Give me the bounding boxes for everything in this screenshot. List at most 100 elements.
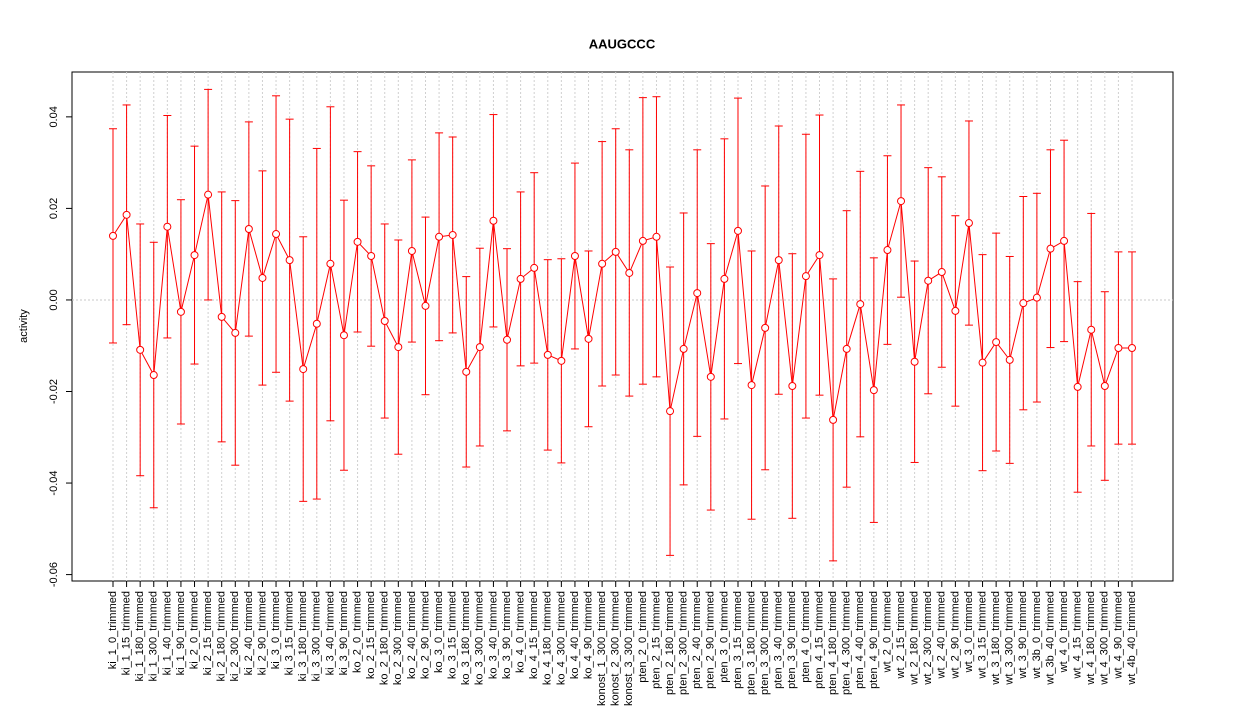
x-tick-label: konost_1_300_trimmed	[596, 591, 608, 706]
point	[435, 232, 444, 241]
x-tick-label: pten_2_180_trimmed	[664, 591, 676, 695]
chart-title: AAUGCCC	[589, 36, 656, 51]
point	[1073, 382, 1082, 391]
x-tick-label: ko_4_15_trimmed	[528, 591, 540, 679]
point	[992, 338, 1001, 347]
x-tick-label: ko_3_15_trimmed	[447, 591, 459, 679]
x-tick-label: wt_4b_40_trimmed	[1126, 591, 1138, 686]
x-tick-label: ko_2_180_trimmed	[379, 591, 391, 685]
point	[1019, 299, 1028, 308]
x-tick-label: ki_1_0_trimmed	[107, 591, 119, 669]
x-tick-label: pten_3_15_trimmed	[732, 591, 744, 689]
x-tick-label: konost_3_300_trimmed	[623, 591, 635, 706]
point	[149, 371, 158, 380]
x-tick-label: pten_4_180_trimmed	[827, 591, 839, 695]
point	[421, 301, 430, 310]
point	[448, 230, 457, 239]
x-tick-label: wt_2_40_trimmed	[936, 591, 948, 679]
point	[747, 381, 756, 390]
point	[272, 230, 281, 239]
x-tick-label: pten_2_15_trimmed	[650, 591, 662, 689]
point	[530, 263, 539, 272]
point	[353, 237, 362, 246]
point	[978, 358, 987, 367]
x-tick-label: ko_3_180_trimmed	[460, 591, 472, 685]
x-tick-label: ki_2_300_trimmed	[229, 591, 241, 682]
x-tick-label: ki_3_15_trimmed	[284, 591, 296, 675]
point	[720, 274, 729, 283]
point	[557, 356, 566, 365]
x-tick-label: ki_2_40_trimmed	[243, 591, 255, 675]
x-tick-label: ko_2_40_trimmed	[406, 591, 418, 679]
x-tick-label: ki_2_0_trimmed	[188, 591, 200, 669]
x-tick-label: wt_2_0_trimmed	[881, 591, 893, 673]
x-tick-label: ko_2_90_trimmed	[419, 591, 431, 679]
point	[475, 343, 484, 352]
point	[1100, 382, 1109, 391]
x-tick-label: pten_4_40_trimmed	[854, 591, 866, 689]
x-tick-label: ki_3_0_trimmed	[270, 591, 282, 669]
y-tick-label: 0.04	[48, 106, 60, 127]
point	[1060, 236, 1069, 245]
point	[815, 251, 824, 260]
point	[869, 386, 878, 395]
x-tick-label: wt_2_300_trimmed	[922, 591, 934, 686]
point	[1128, 344, 1136, 353]
x-tick-label: pten_3_180_trimmed	[745, 591, 757, 695]
point	[856, 300, 865, 309]
x-tick-label: pten_3_40_trimmed	[773, 591, 785, 689]
x-tick-label: ko_3_90_trimmed	[501, 591, 513, 679]
point	[924, 276, 933, 285]
x-tick-label: pten_4_300_trimmed	[841, 591, 853, 695]
point	[339, 331, 348, 340]
point	[733, 226, 742, 235]
x-tick-label: pten_3_0_trimmed	[718, 591, 730, 683]
point	[964, 219, 973, 228]
point	[829, 415, 838, 424]
point	[693, 289, 702, 298]
x-tick-label: wt_3_90_trimmed	[1017, 591, 1029, 679]
x-tick-label: pten_2_40_trimmed	[691, 591, 703, 689]
x-tick-label: ko_2_0_trimmed	[351, 591, 363, 673]
x-tick-label: pten_2_90_trimmed	[705, 591, 717, 689]
point	[788, 382, 797, 391]
x-tick-label: pten_3_300_trimmed	[759, 591, 771, 695]
point	[652, 232, 661, 241]
x-tick-label: ko_4_0_trimmed	[515, 591, 527, 673]
point	[598, 259, 607, 268]
x-tick-label: ki_1_15_trimmed	[120, 591, 132, 675]
x-tick-label: wt_3_15_trimmed	[976, 591, 988, 679]
x-tick-label: ko_4_90_trimmed	[582, 591, 594, 679]
x-tick-label: wt_4_90_trimmed	[1112, 591, 1124, 679]
x-tick-label: wt_2_90_trimmed	[949, 591, 961, 679]
x-tick-label: ki_1_40_trimmed	[161, 591, 173, 675]
point	[937, 268, 946, 277]
point	[516, 274, 525, 283]
point	[407, 246, 416, 255]
x-tick-label: pten_4_15_trimmed	[813, 591, 825, 689]
point	[625, 268, 634, 277]
point	[1114, 344, 1123, 353]
point	[883, 246, 892, 255]
x-tick-label: konost_2_300_trimmed	[610, 591, 622, 706]
point	[1087, 325, 1096, 334]
point	[897, 197, 906, 206]
x-tick-label: ki_1_90_trimmed	[175, 591, 187, 675]
point	[584, 334, 593, 343]
x-tick-label: wt_3b_40_trimmed	[1044, 591, 1056, 686]
point	[570, 252, 579, 261]
point	[503, 335, 512, 344]
point	[842, 344, 851, 353]
y-tick-label: -0.04	[48, 471, 60, 496]
point	[163, 222, 172, 231]
point	[380, 317, 389, 326]
point	[1005, 355, 1014, 364]
x-tick-label: wt_3_300_trimmed	[1004, 591, 1016, 686]
point	[801, 272, 810, 281]
x-tick-label: wt_3_0_trimmed	[963, 591, 975, 673]
point	[285, 256, 294, 265]
x-tick-label: pten_4_0_trimmed	[800, 591, 812, 683]
point	[543, 350, 552, 359]
x-tick-label: ko_3_0_trimmed	[433, 591, 445, 673]
point	[679, 344, 688, 353]
